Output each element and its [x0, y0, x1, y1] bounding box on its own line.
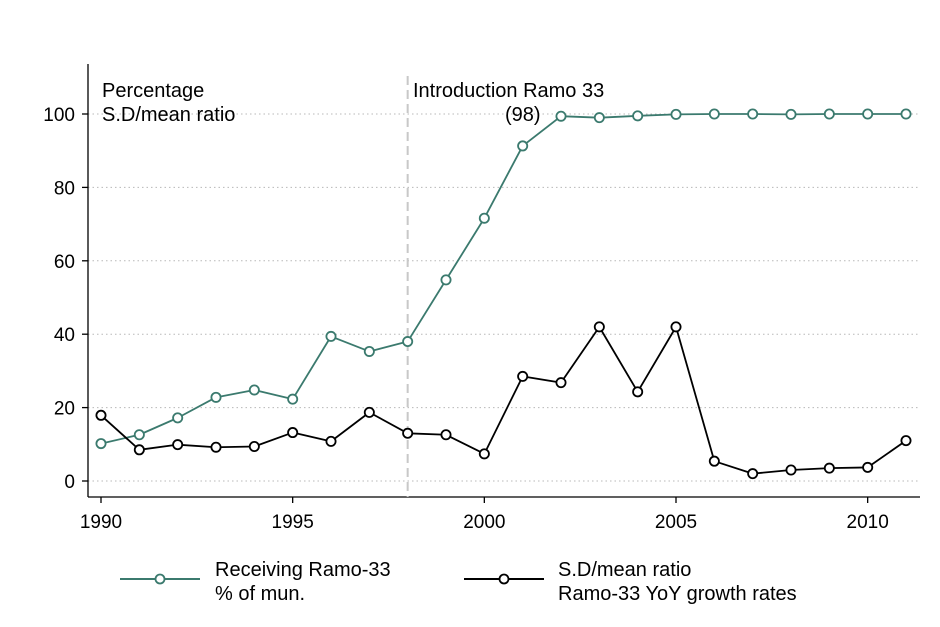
series-0-point-2001 — [517, 140, 529, 152]
legend-label-receiving-line1: Receiving Ramo-33 — [215, 559, 391, 581]
y-tick-label-20: 20 — [54, 399, 75, 420]
series-1-point-1995 — [287, 427, 299, 439]
series-1-point-1999 — [440, 429, 452, 441]
series-0-point-1999 — [440, 274, 452, 286]
series-1-point-2004 — [632, 386, 644, 398]
series-0-point-2000 — [478, 212, 490, 224]
series-0-point-2009 — [823, 108, 835, 120]
series-1-point-2011 — [900, 435, 912, 447]
series-0-point-2002 — [555, 110, 567, 122]
series-0-point-2011 — [900, 108, 912, 120]
series-0-point-1992 — [172, 412, 184, 424]
series-0-point-1998 — [402, 336, 414, 348]
series-1-point-2006 — [708, 455, 720, 467]
y-tick-label-60: 60 — [54, 252, 75, 273]
series-1-point-1990 — [95, 409, 107, 421]
series-1-point-2008 — [785, 464, 797, 476]
legend-label-receiving-line2: % of mun. — [215, 583, 305, 605]
series-1-point-2001 — [517, 370, 529, 382]
annotation-introduction-ramo-33: Introduction Ramo 33 — [413, 80, 604, 102]
series-1-point-2010 — [862, 461, 874, 473]
x-tick-label-2010: 2010 — [847, 512, 889, 533]
legend-label-sd-mean-line2: Ramo-33 YoY growth rates — [558, 583, 797, 605]
x-tick-label-2000: 2000 — [463, 512, 505, 533]
series-1-point-1991 — [133, 444, 145, 456]
series-0-point-1991 — [133, 429, 145, 441]
legend-item-receiving-ramo-33: Receiving Ramo-33 % of mun. — [120, 559, 391, 605]
series-1-point-1996 — [325, 435, 337, 447]
annotation-percentage: Percentage — [102, 80, 204, 102]
series — [95, 108, 912, 480]
series-0-point-2006 — [708, 108, 720, 120]
annotations: Percentage S.D/mean ratio Introduction R… — [102, 80, 604, 126]
x-tick-label-1995: 1995 — [272, 512, 314, 533]
series-1-point-2007 — [747, 468, 759, 480]
x-tick-label-2005: 2005 — [655, 512, 697, 533]
series-1-point-1994 — [248, 441, 260, 453]
series-0-point-2003 — [593, 112, 605, 124]
series-0-point-2008 — [785, 108, 797, 120]
grid — [88, 113, 920, 482]
series-0-point-1996 — [325, 330, 337, 342]
series-1-point-2000 — [478, 448, 490, 460]
x-ticks: 1990 1995 2000 2005 2010 — [80, 497, 889, 533]
legend-marker-sd-mean — [498, 573, 510, 585]
series-1-point-2003 — [593, 321, 605, 333]
legend-label-sd-mean-line1: S.D/mean ratio — [558, 559, 691, 581]
series-0 — [95, 108, 912, 450]
series-0-point-2004 — [632, 110, 644, 122]
y-ticks: 0 20 40 60 80 100 — [43, 105, 88, 493]
series-1-point-1997 — [363, 406, 375, 418]
series-1-point-1993 — [210, 441, 222, 453]
series-1-point-1992 — [172, 439, 184, 451]
y-tick-label-0: 0 — [64, 472, 75, 493]
series-0-point-1995 — [287, 393, 299, 405]
annotation-sd-mean-ratio: S.D/mean ratio — [102, 104, 235, 126]
series-1-point-2009 — [823, 462, 835, 474]
series-0-point-2007 — [747, 108, 759, 120]
y-tick-label-100: 100 — [43, 105, 75, 126]
x-tick-label-1990: 1990 — [80, 512, 122, 533]
legend: Receiving Ramo-33 % of mun. S.D/mean rat… — [120, 559, 797, 605]
legend-item-sd-mean-ratio: S.D/mean ratio Ramo-33 YoY growth rates — [464, 559, 797, 605]
y-tick-label-40: 40 — [54, 325, 75, 346]
series-0-point-1990 — [95, 438, 107, 450]
series-0-point-1997 — [363, 345, 375, 357]
series-0-point-2005 — [670, 108, 682, 120]
y-tick-label-80: 80 — [54, 178, 75, 199]
annotation-year-98: (98) — [505, 104, 541, 126]
series-1-point-1998 — [402, 427, 414, 439]
series-0-point-2010 — [862, 108, 874, 120]
legend-marker-receiving — [154, 573, 166, 585]
series-1 — [95, 321, 912, 480]
series-line-1 — [100, 325, 907, 475]
series-0-point-1993 — [210, 391, 222, 403]
series-0-point-1994 — [248, 384, 260, 396]
series-line-0 — [100, 113, 906, 445]
series-1-point-2002 — [555, 377, 567, 389]
series-1-point-2005 — [670, 321, 682, 333]
